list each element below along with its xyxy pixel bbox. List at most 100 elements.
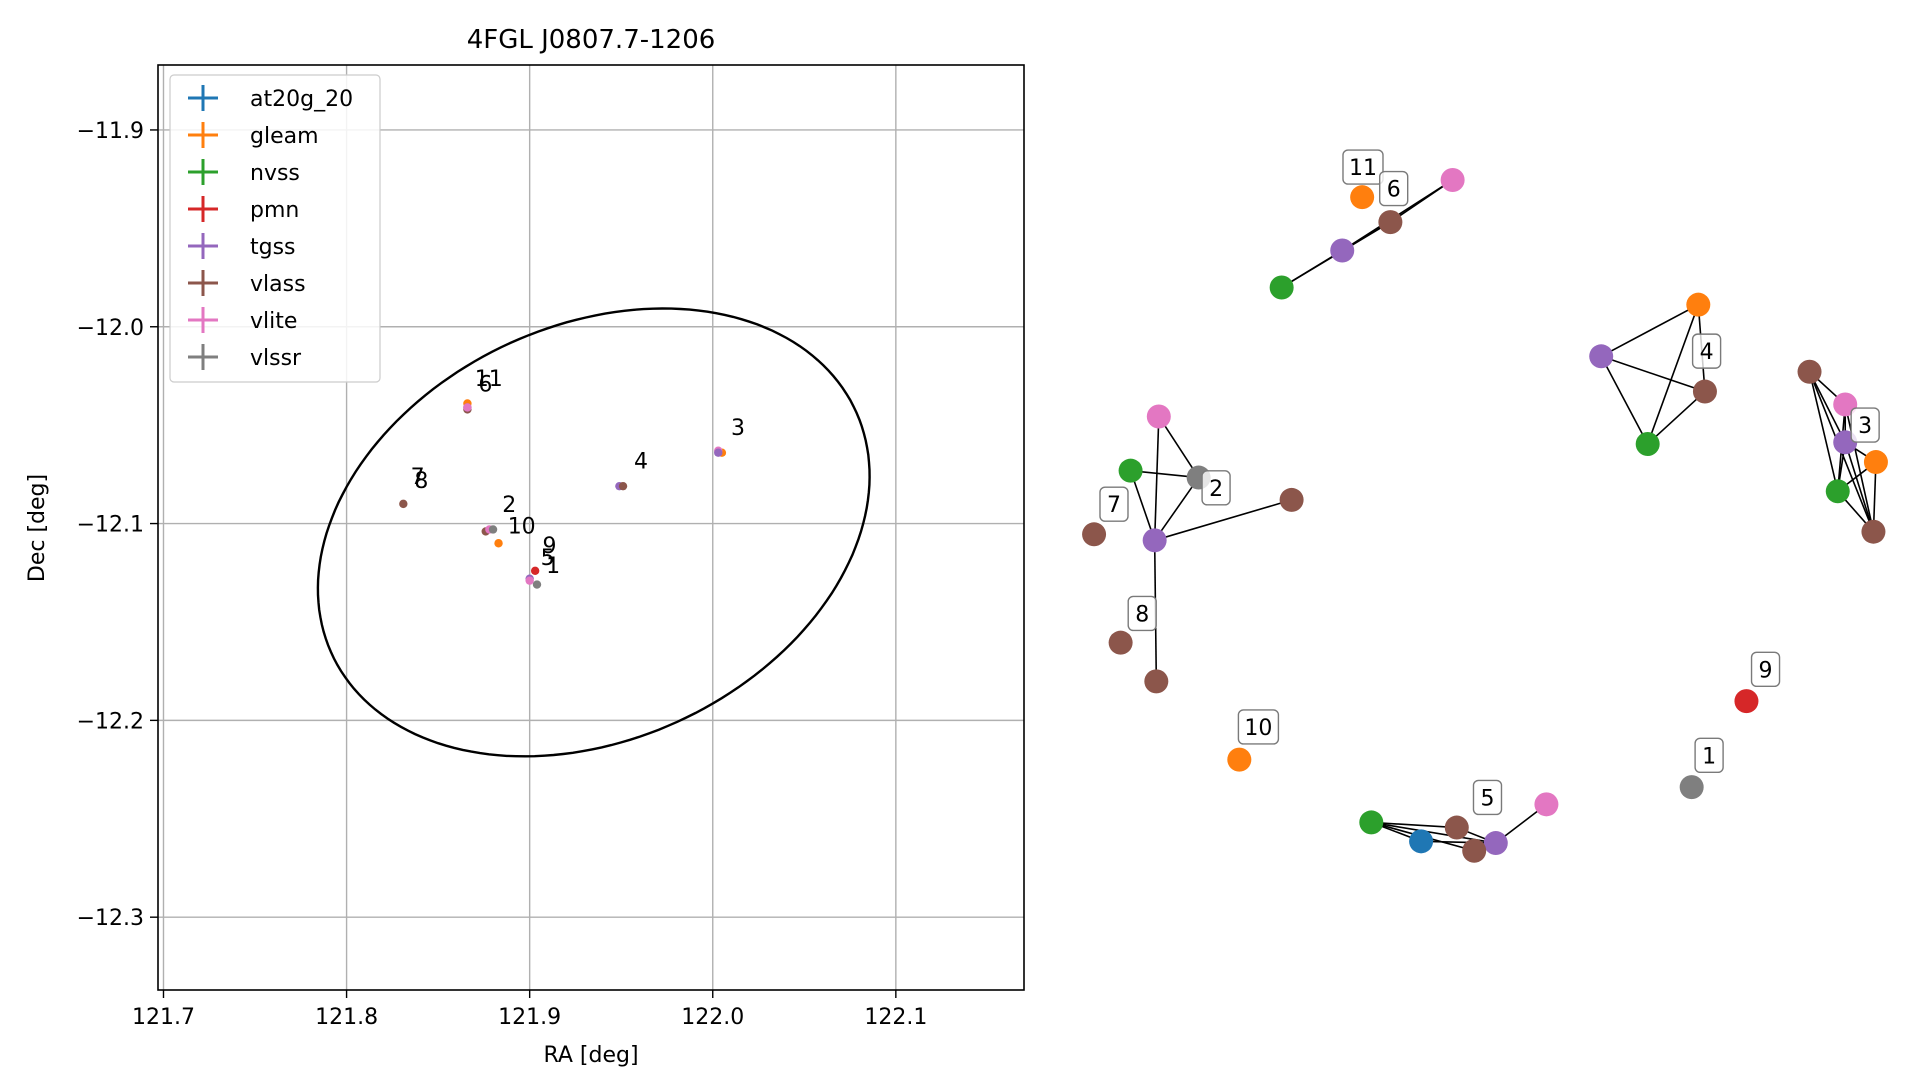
- legend-item-vlite: vlite: [188, 307, 297, 334]
- network-edge: [1153, 416, 1160, 541]
- network-label-text: 8: [1135, 602, 1149, 627]
- network-node: [1635, 432, 1660, 456]
- network-label: 3: [1850, 407, 1880, 443]
- network-node: [1082, 522, 1107, 547]
- network-node: [1444, 815, 1469, 840]
- network-label: 9: [1750, 651, 1781, 688]
- legend-item-tgss: tgss: [188, 233, 296, 260]
- network-label: 2: [1201, 470, 1231, 506]
- data-point-pmn: [530, 566, 540, 575]
- network-node-labels: 11 6 4 3 2 7 8 9 10 1 5: [1099, 149, 1880, 816]
- network-node: [1692, 379, 1717, 404]
- legend-label: nvss: [250, 161, 300, 186]
- data-points: [399, 399, 727, 589]
- y-tick-label: −12.3: [77, 906, 144, 931]
- network-node: [1409, 829, 1434, 854]
- network-label-text: 3: [1858, 414, 1872, 439]
- network-label-text: 2: [1209, 477, 1223, 502]
- network-node: [1483, 831, 1508, 856]
- network-edge: [1154, 499, 1292, 542]
- network-label: 10: [1237, 709, 1280, 745]
- data-point-vlite: [525, 576, 534, 585]
- legend-item-at20g_20: at20g_20: [188, 85, 353, 112]
- network-label-text: 7: [1107, 493, 1121, 518]
- point-label: 6: [478, 373, 492, 398]
- legend-label: tgss: [250, 235, 296, 260]
- y-tick-label: −11.9: [77, 119, 144, 144]
- x-tick-label: 121.7: [132, 1005, 195, 1030]
- network-edge: [1808, 371, 1839, 492]
- network-edge: [1158, 416, 1200, 478]
- network-label-text: 4: [1700, 340, 1714, 365]
- network-node: [1734, 689, 1759, 714]
- x-tick-label: 122.1: [864, 1005, 927, 1030]
- legend-item-vlass: vlass: [188, 270, 306, 297]
- network-node: [1534, 792, 1559, 817]
- network-edge: [1389, 179, 1454, 223]
- network-label-box: [1099, 486, 1129, 522]
- network-node: [1686, 292, 1711, 317]
- network-edge: [1600, 303, 1699, 357]
- network-node: [1279, 487, 1304, 512]
- network-label-box: [1750, 651, 1781, 688]
- network-node: [1462, 838, 1487, 863]
- data-point-gleam: [494, 539, 503, 548]
- point-label: 5: [541, 546, 555, 571]
- network-label-text: 10: [1244, 716, 1272, 741]
- point-label: 10: [508, 514, 536, 539]
- data-point-vlssr: [532, 580, 542, 589]
- network-label-text: 9: [1759, 658, 1773, 683]
- y-tick-label: −12.2: [77, 709, 144, 734]
- network-label: 7: [1099, 486, 1129, 522]
- confidence-ellipse: [316, 307, 871, 758]
- point-label: 2: [502, 493, 516, 518]
- network-label: 6: [1378, 170, 1409, 207]
- network-node: [1378, 210, 1403, 235]
- network-edge: [1600, 355, 1706, 393]
- network-edge: [1844, 404, 1875, 532]
- data-point-vlass: [618, 481, 628, 491]
- uncertainty-ellipse: [316, 307, 871, 758]
- x-axis-label: RA [deg]: [543, 1043, 638, 1068]
- network-label-box: [1237, 709, 1280, 745]
- y-tick-label: −12.0: [77, 316, 144, 341]
- network-node: [1589, 344, 1614, 369]
- network-panel: 11 6 4 3 2 7 8 9 10 1 5: [1082, 149, 1888, 863]
- legend-label: gleam: [250, 124, 319, 149]
- network-node: [1861, 519, 1886, 544]
- legend-box: [169, 74, 381, 383]
- network-edge: [1129, 470, 1156, 541]
- network-label-box: [1342, 149, 1384, 185]
- point-label: 11: [475, 367, 503, 392]
- network-label-box: [1691, 333, 1722, 369]
- data-point-vlssr: [488, 525, 498, 534]
- point-label: 1: [546, 554, 560, 579]
- network-node: [1118, 458, 1143, 483]
- network-edge: [1600, 355, 1649, 445]
- network-node: [1359, 810, 1384, 835]
- network-nodes: [1082, 167, 1888, 863]
- network-label-box: [1694, 737, 1724, 774]
- chart-title: 4FGL J0807.7-1206: [467, 25, 716, 55]
- x-tick-label: 121.8: [315, 1005, 378, 1030]
- network-node: [1825, 479, 1850, 504]
- x-tick-label: 121.9: [498, 1005, 561, 1030]
- network-node: [1146, 404, 1171, 429]
- network-label-box: [1850, 407, 1880, 443]
- network-label: 11: [1342, 149, 1384, 185]
- network-label-box: [1127, 595, 1157, 632]
- network-label-text: 11: [1349, 156, 1377, 181]
- legend-item-gleam: gleam: [188, 122, 319, 149]
- network-node: [1679, 775, 1704, 800]
- network-node: [1142, 528, 1167, 553]
- network-label: 5: [1472, 779, 1503, 816]
- point-label: 4: [634, 449, 648, 474]
- legend-label: vlass: [250, 272, 306, 297]
- network-label-text: 5: [1480, 786, 1494, 811]
- network-edge: [1421, 840, 1496, 844]
- network-node: [1350, 185, 1375, 210]
- network-node: [1330, 238, 1355, 263]
- x-tick-label: 122.0: [681, 1005, 744, 1030]
- network-edge: [1646, 304, 1700, 445]
